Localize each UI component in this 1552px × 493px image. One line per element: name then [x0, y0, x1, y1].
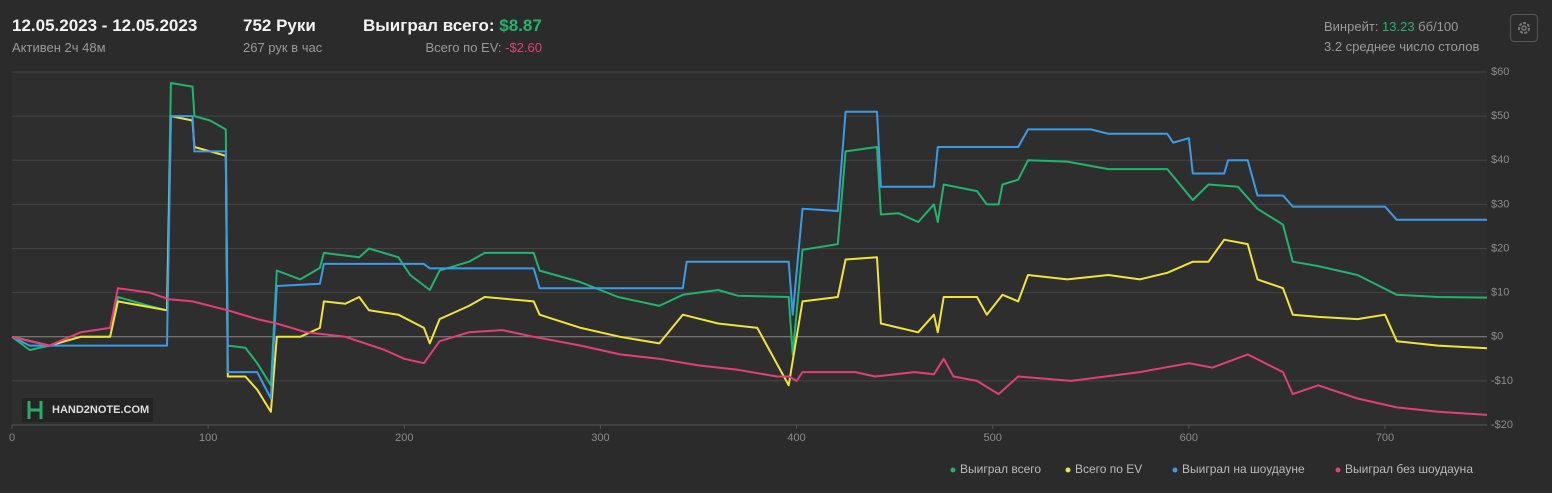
date-range: 12.05.2023 - 12.05.2023 [12, 16, 198, 35]
logo: HAND2NOTE.COM [22, 398, 154, 422]
series-line [11, 110, 1487, 400]
y-tick-label: $50 [1491, 110, 1509, 122]
ev-value: -$2.60 [505, 40, 542, 55]
x-tick-label: 0 [9, 432, 15, 444]
hands: 752 Руки [243, 16, 316, 35]
x-tick-label: 400 [787, 432, 805, 444]
legend-label: Выиграл всего [960, 462, 1041, 476]
logo-icon [27, 401, 43, 419]
ev-total: Всего по EV: -$2.60 [425, 40, 542, 55]
won-total: Выиграл всего: $8.87 [363, 16, 542, 36]
x-tick-label: 300 [591, 432, 609, 444]
legend-marker [1172, 467, 1178, 473]
hands-per-hour: 267 рук в час [243, 40, 323, 55]
x-tick-label: 700 [1376, 432, 1394, 444]
legend-label: Всего по EV [1075, 462, 1142, 476]
x-tick-label: 100 [199, 432, 217, 444]
winrate-label: Винрейт: [1324, 19, 1383, 34]
legend-marker [1065, 467, 1071, 473]
active-time: Активен 2ч 48м [12, 40, 106, 55]
legend-label: Выиграл на шоудауне [1182, 462, 1305, 476]
y-tick-label: -$10 [1491, 375, 1513, 387]
gear-icon [1518, 22, 1530, 34]
x-tick-label: 200 [395, 432, 413, 444]
winrate: Винрейт: 13.23 бб/100 [1324, 19, 1458, 34]
winrate-unit: бб/100 [1414, 19, 1459, 34]
legend-marker [950, 467, 956, 473]
won-label: Выиграл всего: [363, 16, 500, 35]
legend-marker [1335, 467, 1341, 473]
ev-label: Всего по EV: [425, 40, 506, 55]
settings-button[interactable] [1510, 14, 1538, 42]
series-line [11, 115, 1488, 413]
x-tick-label: 500 [984, 432, 1002, 444]
y-tick-label: $40 [1491, 154, 1509, 166]
avg-tables: 3.2 среднее число столов [1324, 39, 1480, 54]
legend-label: Выиграл без шоудауна [1345, 462, 1473, 476]
y-tick-label: $20 [1491, 242, 1509, 254]
series-line [11, 82, 1488, 387]
logo-text: HAND2NOTE.COM [52, 404, 150, 416]
x-tick-label: 600 [1180, 432, 1198, 444]
y-tick-label: $30 [1491, 198, 1509, 210]
won-value: $8.87 [499, 16, 542, 35]
y-tick-label: -$20 [1491, 419, 1513, 431]
series-line [11, 287, 1488, 416]
y-tick-label: $60 [1491, 66, 1509, 78]
y-tick-label: $0 [1491, 331, 1503, 343]
winrate-value: 13.23 [1382, 19, 1415, 34]
y-tick-label: $10 [1491, 287, 1509, 299]
